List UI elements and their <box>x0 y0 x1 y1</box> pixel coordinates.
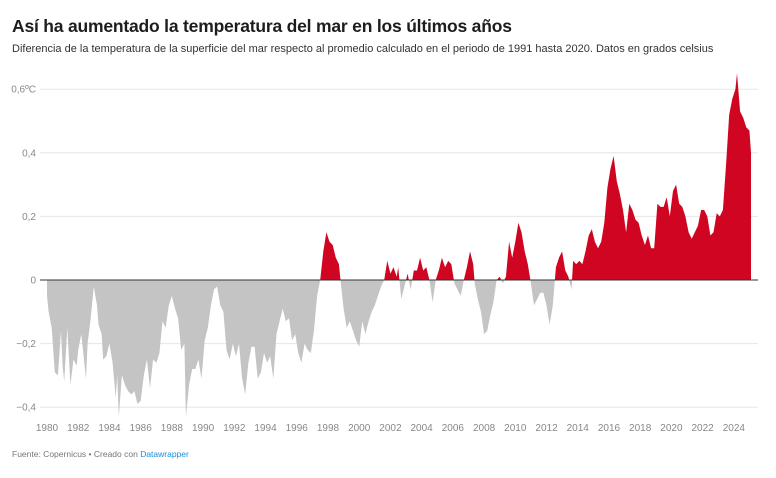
x-tick-label: 2008 <box>473 423 496 434</box>
x-tick-label: 2018 <box>629 423 652 434</box>
x-tick-label: 2012 <box>535 423 558 434</box>
x-tick-label: 1982 <box>67 423 90 434</box>
x-tick-label: 1984 <box>98 423 121 434</box>
x-tick-label: 2022 <box>691 423 714 434</box>
x-tick-label: 2016 <box>598 423 621 434</box>
x-tick-label: 2024 <box>723 423 746 434</box>
chart-subtitle: Diferencia de la temperatura de la super… <box>12 43 714 55</box>
x-tick-label: 1994 <box>254 423 277 434</box>
x-tick-label: 2002 <box>379 423 402 434</box>
y-tick-label: −0,4 <box>16 403 36 414</box>
footer: Fuente: Copernicus • Creado con Datawrap… <box>12 449 189 459</box>
x-tick-label: 2014 <box>567 423 590 434</box>
x-tick-label: 1992 <box>223 423 246 434</box>
chart-title: Así ha aumentado la temperatura del mar … <box>12 16 512 36</box>
x-tick-label: 1986 <box>130 423 153 434</box>
x-tick-label: 2010 <box>504 423 527 434</box>
y-tick-label: 0 <box>30 276 36 287</box>
y-axis-ticks: 0,6ºC 0,4 0,2 0 −0,2 −0,4 <box>11 85 36 414</box>
x-axis-ticks: 1980 1982 1984 1986 1988 1990 1992 1994 1996 1998… <box>36 423 746 434</box>
x-tick-label: 1998 <box>317 423 340 434</box>
y-tick-label: 0,4 <box>22 148 36 159</box>
datawrapper-link[interactable]: Datawrapper <box>140 449 189 459</box>
y-tick-label: 0,6ºC <box>11 85 36 96</box>
x-tick-label: 2000 <box>348 423 371 434</box>
y-tick-label: 0,2 <box>22 212 36 223</box>
x-tick-label: 1996 <box>286 423 309 434</box>
x-tick-label: 1980 <box>36 423 59 434</box>
y-tick-label: −0,2 <box>16 339 36 350</box>
x-tick-label: 2020 <box>660 423 683 434</box>
source-text: Fuente: Copernicus • Creado con <box>12 449 141 459</box>
x-tick-label: 2006 <box>442 423 465 434</box>
x-tick-label: 1988 <box>161 423 184 434</box>
x-tick-label: 2004 <box>411 423 434 434</box>
x-tick-label: 1990 <box>192 423 215 434</box>
area-positive <box>47 73 751 280</box>
area-negative <box>47 280 751 417</box>
